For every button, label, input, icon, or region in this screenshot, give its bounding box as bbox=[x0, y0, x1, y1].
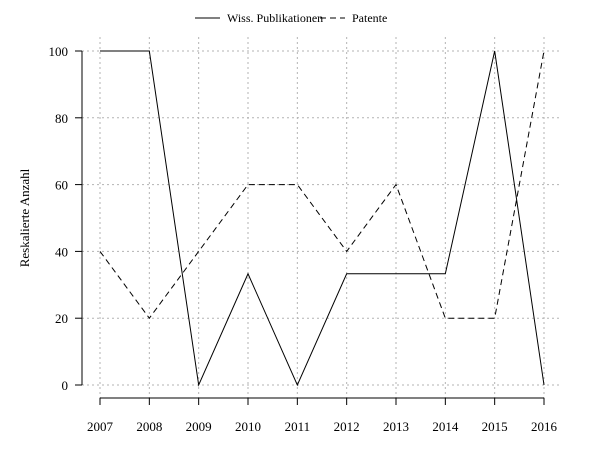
x-tick-label: 2010 bbox=[235, 419, 261, 434]
legend-label: Wiss. Publikationen bbox=[227, 11, 323, 25]
x-tick-label: 2014 bbox=[432, 419, 459, 434]
axes: 2007 2008 2009 2010 2011 2012 2013 2014 2015 2016… bbox=[49, 44, 558, 434]
y-tick-label: 0 bbox=[62, 378, 69, 393]
x-tick-label: 2007 bbox=[87, 419, 114, 434]
series-line-publikationen bbox=[100, 50, 545, 387]
x-tick-label: 2013 bbox=[383, 419, 409, 434]
x-tick-label: 2011 bbox=[285, 419, 311, 434]
series-lines bbox=[99, 50, 545, 387]
legend: Wiss. Publikationen Patente bbox=[195, 11, 387, 25]
y-tick-label: 80 bbox=[55, 111, 68, 126]
x-tick-label: 2016 bbox=[531, 419, 558, 434]
x-tick-label: 2008 bbox=[136, 419, 162, 434]
y-tick-label: 100 bbox=[49, 44, 69, 59]
grid-lines bbox=[82, 37, 562, 398]
series-line-patente bbox=[99, 50, 545, 320]
y-tick-label: 40 bbox=[55, 244, 68, 259]
x-tick-label: 2012 bbox=[334, 419, 360, 434]
y-tick-label: 60 bbox=[55, 178, 68, 193]
x-tick-label: 2009 bbox=[186, 419, 212, 434]
y-axis-title: Reskalierte Anzahl bbox=[17, 168, 32, 267]
legend-label: Patente bbox=[352, 11, 387, 25]
y-tick-label: 20 bbox=[55, 311, 68, 326]
x-tick-label: 2015 bbox=[482, 419, 508, 434]
